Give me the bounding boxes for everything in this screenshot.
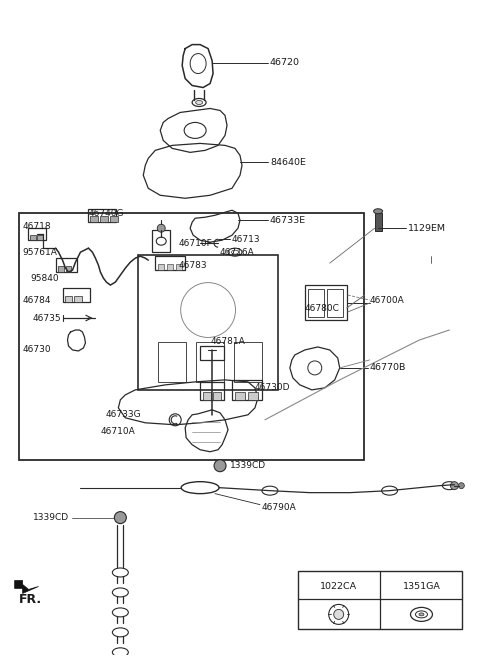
Bar [158, 264, 164, 270]
Bar [110, 216, 119, 222]
Text: 46784: 46784 [23, 296, 51, 304]
Bar [65, 266, 72, 272]
Bar [138, 255, 278, 390]
Text: 1339CD: 1339CD [33, 513, 69, 522]
Bar [155, 256, 185, 270]
Bar [64, 296, 72, 302]
Bar [152, 230, 170, 252]
Bar [234, 342, 262, 382]
Text: FR.: FR. [19, 593, 42, 606]
Ellipse shape [373, 209, 383, 214]
Bar [176, 264, 182, 270]
Bar [200, 382, 224, 400]
Text: 46716A: 46716A [220, 248, 255, 256]
Bar [308, 289, 324, 317]
Bar [74, 296, 83, 302]
Bar [248, 392, 258, 400]
Text: 1022CA: 1022CA [320, 582, 357, 591]
Bar [90, 216, 98, 222]
Bar [36, 236, 43, 240]
Text: 46733E: 46733E [270, 216, 306, 225]
Circle shape [214, 460, 226, 472]
Text: 46783: 46783 [178, 260, 207, 270]
Bar [56, 258, 77, 272]
Bar [232, 380, 262, 400]
Ellipse shape [196, 100, 203, 104]
Bar [88, 209, 116, 222]
Circle shape [334, 609, 344, 619]
Ellipse shape [419, 613, 424, 616]
Text: 84640E: 84640E [270, 158, 306, 167]
Circle shape [450, 482, 458, 489]
Bar [167, 264, 173, 270]
Circle shape [114, 512, 126, 523]
Text: 95840: 95840 [31, 274, 59, 283]
Text: 1339CD: 1339CD [230, 461, 266, 470]
Text: 46710A: 46710A [100, 427, 135, 436]
Text: 46710F: 46710F [178, 239, 212, 248]
Text: 46700A: 46700A [370, 296, 404, 304]
Bar [327, 289, 343, 317]
Circle shape [458, 483, 464, 489]
Bar [235, 392, 245, 400]
Bar [305, 285, 347, 320]
Bar [30, 236, 36, 240]
Bar [58, 266, 63, 272]
Text: 1351GA: 1351GA [403, 582, 441, 591]
Text: 1129EM: 1129EM [408, 224, 445, 233]
Bar [200, 346, 224, 360]
Text: 46780C: 46780C [305, 304, 340, 312]
Text: 46713: 46713 [232, 235, 261, 243]
Text: 46730D: 46730D [255, 383, 290, 392]
Bar [374, 213, 382, 231]
Text: 46781A: 46781A [210, 337, 245, 346]
Text: 46735: 46735 [33, 314, 61, 323]
Text: 46718: 46718 [23, 222, 51, 231]
Polygon shape [15, 581, 38, 594]
Text: 46720: 46720 [270, 58, 300, 67]
Text: 46740G: 46740G [88, 209, 124, 218]
Text: 95761A: 95761A [23, 248, 58, 256]
Text: 46730: 46730 [23, 346, 51, 354]
Circle shape [157, 224, 165, 232]
Bar [100, 216, 108, 222]
Bar [298, 571, 462, 629]
Text: 46733G: 46733G [106, 410, 141, 419]
Bar [213, 392, 221, 400]
Text: 46770B: 46770B [370, 363, 406, 373]
Bar [19, 213, 364, 460]
Bar [158, 342, 186, 382]
Bar [62, 288, 90, 302]
Bar [203, 392, 211, 400]
Text: 46790A: 46790A [262, 503, 297, 512]
Bar [196, 342, 224, 382]
Bar [28, 228, 46, 240]
